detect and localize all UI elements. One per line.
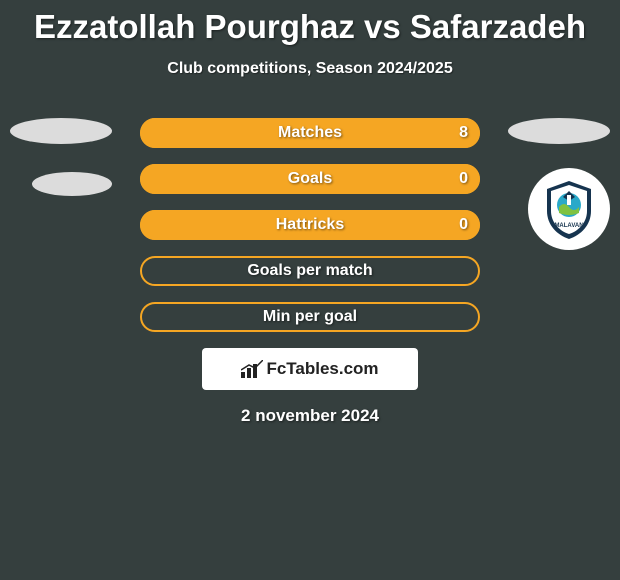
watermark-text: FcTables.com [241,359,378,379]
page-title: Ezzatollah Pourghaz vs Safarzadeh [0,0,620,46]
team-crest-icon: MALAVAN [537,177,601,241]
date-line: 2 november 2024 [0,406,620,426]
stat-value-right: 0 [459,216,468,234]
stat-label: Hattricks [276,216,344,234]
stat-value-right: 0 [459,170,468,188]
stat-row: Goals 0 [140,164,480,194]
team-badge-right: MALAVAN [528,168,610,250]
player-left-placeholder-icon [10,118,112,144]
stat-label: Matches [278,124,342,142]
stat-row: Matches 8 [140,118,480,148]
stat-row: Min per goal [140,302,480,332]
stat-value-right: 8 [459,124,468,142]
stat-label: Goals [288,170,332,188]
stat-row: Goals per match [140,256,480,286]
stat-label: Goals per match [247,262,372,280]
player-right-placeholder-icon [508,118,610,144]
bar-chart-icon [241,360,263,378]
watermark-label: FcTables.com [266,359,378,379]
stat-label: Min per goal [263,308,357,326]
watermark-box: FcTables.com [202,348,418,390]
player-left-club-placeholder-icon [32,172,112,196]
svg-text:MALAVAN: MALAVAN [554,223,583,229]
stats-container: MALAVAN Matches8Goals0Hattricks0Goals pe… [140,118,480,332]
stat-row: Hattricks 0 [140,210,480,240]
subtitle: Club competitions, Season 2024/2025 [0,60,620,78]
